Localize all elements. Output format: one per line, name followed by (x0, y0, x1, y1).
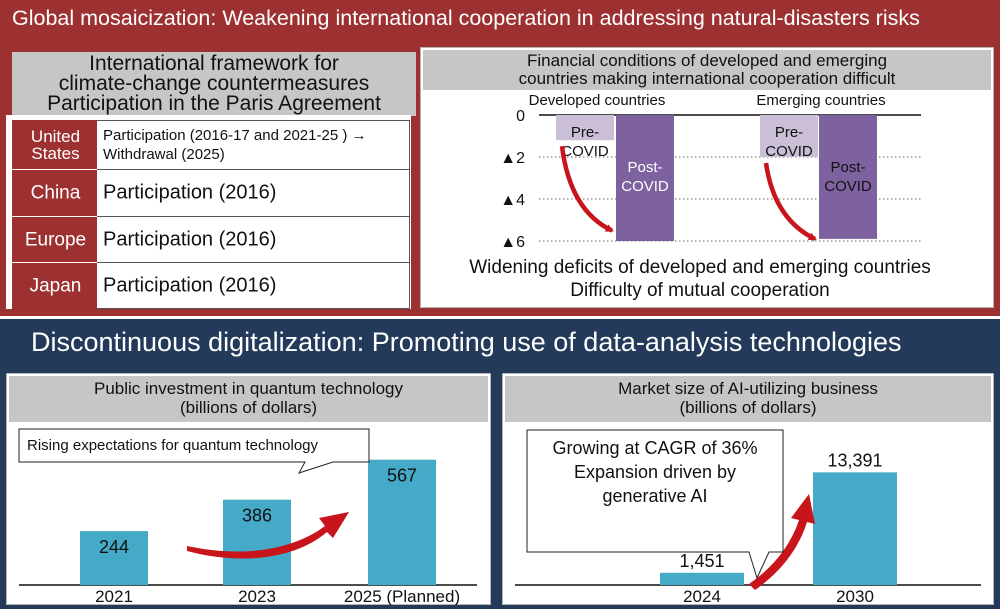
country-cell: China (12, 170, 97, 217)
fiscal-chart: 0 ▲2 ▲4 ▲6 Pre- COVID Post- COVID Pre- COVID Post-… (469, 92, 931, 301)
fiscal-conditions-panel: Financial conditions of developed and em… (420, 47, 994, 308)
post-covid-label: Post- (830, 159, 865, 176)
y-tick-label: 0 (516, 108, 525, 125)
pre-covid-label: COVID (765, 143, 813, 160)
ai-heading-line1: Market size of AI-utilizing business (618, 379, 878, 398)
pre-covid-bar (760, 115, 818, 157)
deficit-arrow (763, 162, 817, 242)
country-japan: Japan (29, 275, 82, 297)
quantum-panel: Public investment in quantum technology … (6, 373, 491, 605)
quantum-heading: Public investment in quantum technology … (9, 376, 488, 422)
quantum-callout: Rising expectations for quantum technolo… (18, 428, 370, 474)
category-label: 2030 (836, 587, 874, 605)
ai-callout-line3: generative AI (602, 486, 707, 506)
quantum-callout-text: Rising expectations for quantum technolo… (27, 437, 319, 454)
status-cell: Participation (2016) (97, 217, 410, 263)
country-china: China (30, 182, 81, 204)
category-label: 2021 (95, 587, 133, 605)
fiscal-heading-line2: countries making international cooperati… (518, 69, 896, 88)
fiscal-heading-line1: Financial conditions of developed and em… (526, 51, 888, 70)
value-label: 244 (99, 537, 129, 557)
growth-arrow (749, 494, 815, 590)
country-europe: Europe (24, 229, 87, 250)
status-us-line2: Withdrawal (2025) (103, 146, 225, 163)
pre-covid-label: Pre- (775, 124, 803, 141)
section-b-title: Discontinuous digitalization: Promoting … (31, 327, 902, 357)
ai-market-panel: Market size of AI-utilizing business (bi… (502, 373, 994, 605)
table-row: Europe Participation (2016) (12, 217, 410, 263)
status-europe: Participation (2016) (103, 228, 277, 250)
bar (80, 531, 148, 585)
status-china: Participation (2016) (103, 181, 277, 204)
country-states: States (31, 143, 80, 163)
bar (368, 459, 436, 585)
post-covid-bar (819, 115, 877, 239)
bar (813, 472, 897, 585)
value-label: 1,451 (679, 551, 724, 571)
paris-heading-line1: International framework for (89, 52, 339, 75)
fiscal-heading: Financial conditions of developed and em… (423, 50, 991, 90)
section-discontinuous-digitalization: Discontinuous digitalization: Promoting … (0, 319, 1000, 609)
bar (223, 499, 291, 585)
country-cell: Japan (12, 263, 97, 309)
ai-heading-line2: (billions of dollars) (679, 398, 817, 417)
ai-heading: Market size of AI-utilizing business (bi… (505, 376, 991, 422)
ai-callout-line1: Growing at CAGR of 36% (552, 438, 757, 458)
category-label: 2025 (Planned) (344, 587, 460, 605)
section-a-title: Global mosaicization: Weakening internat… (12, 6, 920, 30)
y-tick-label: ▲4 (500, 192, 525, 209)
ai-callout-line2: Expansion driven by (574, 462, 736, 482)
bar (660, 572, 744, 585)
table-row: United States Participation (2016-17 and … (12, 120, 410, 170)
y-tick-label: ▲2 (500, 150, 525, 167)
paris-heading-line3: Participation in the Paris Agreement (47, 92, 381, 115)
country-cell: Europe (12, 217, 97, 263)
status-cell: Participation (2016) (97, 170, 410, 217)
post-covid-label: Post- (627, 159, 662, 176)
country-cell: United States (12, 120, 97, 170)
table-row: Japan Participation (2016) (12, 263, 410, 309)
fiscal-caption-line2: Difficulty of mutual cooperation (570, 280, 829, 301)
fiscal-caption-line1: Widening deficits of developed and emerg… (469, 257, 931, 278)
category-label: 2024 (683, 587, 721, 605)
value-label: 13,391 (827, 450, 882, 470)
paris-heading-line2: climate-change countermeasures (58, 72, 370, 95)
section-global-mosaicization: Global mosaicization: Weakening internat… (0, 0, 1000, 316)
post-covid-bar (616, 115, 674, 241)
post-covid-label: COVID (824, 178, 872, 195)
post-covid-label: COVID (621, 178, 669, 195)
deficit-arrow (559, 145, 614, 233)
ai-chart: 1,451 2024 13,391 2030 Growing at CAGR of 3… (515, 429, 981, 605)
pre-covid-label: COVID (561, 143, 609, 160)
quantum-chart: 244 2021 386 2023 567 2025 (Planned) Rising e… (18, 428, 477, 605)
status-us-line1: Participation (2016-17 and 2021-25 ) → (103, 127, 367, 144)
status-japan: Participation (2016) (103, 274, 277, 296)
pre-covid-label: Pre- (571, 124, 599, 141)
emerging-countries-label: Emerging countries (756, 92, 885, 109)
developed-countries-label: Developed countries (529, 92, 666, 109)
status-cell: Participation (2016) (97, 263, 410, 309)
ai-callout: Growing at CAGR of 36% Expansion driven … (526, 429, 784, 580)
growth-arrow (187, 512, 349, 559)
table-row: China Participation (2016) (12, 170, 410, 217)
paris-heading: International framework for climate-chan… (12, 52, 416, 116)
value-label: 567 (387, 466, 417, 486)
quantum-heading-line1: Public investment in quantum technology (93, 379, 403, 398)
paris-agreement-panel: International framework for climate-chan… (6, 43, 416, 307)
y-tick-label: ▲6 (500, 234, 525, 251)
pre-covid-bar (556, 115, 614, 141)
country-united: United (30, 126, 81, 146)
status-cell: Participation (2016-17 and 2021-25 ) → Wi… (97, 120, 410, 170)
value-label: 386 (242, 506, 272, 526)
category-label: 2023 (238, 587, 276, 605)
quantum-heading-line2: (billions of dollars) (180, 398, 317, 417)
